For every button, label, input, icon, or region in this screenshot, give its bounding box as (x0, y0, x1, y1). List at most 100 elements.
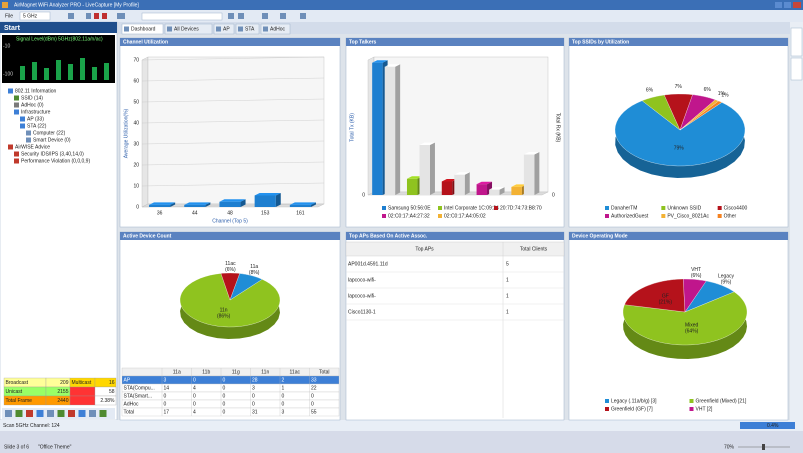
panel-title: Active Device Count (123, 234, 172, 240)
tree-item[interactable]: Computer (22) (33, 130, 66, 136)
theme-name: "Office Theme" (38, 444, 72, 450)
tab-label[interactable]: AP (223, 26, 230, 32)
tool-icon[interactable] (117, 13, 125, 19)
minimize-button[interactable] (775, 2, 782, 8)
zoom-thumb[interactable] (762, 444, 765, 450)
panel-tool-icon[interactable] (57, 410, 65, 417)
panel-tool-icon[interactable] (5, 410, 12, 417)
side-tab[interactable] (790, 27, 803, 57)
bar-side (240, 199, 246, 207)
tool-icon[interactable] (94, 13, 99, 19)
band-label: 5GHz(802.11a/n/ac) (58, 36, 103, 42)
table-cell[interactable]: lapcoco-wifi- (348, 293, 376, 299)
tree-item[interactable]: 802.11 Information (15, 88, 57, 94)
table-cell: 1 (506, 309, 509, 315)
tree-item[interactable]: Smart Device (0) (33, 137, 71, 143)
toolbar-combo[interactable] (141, 12, 223, 21)
title-bar (0, 0, 803, 10)
panel-tool-icon[interactable] (99, 410, 107, 417)
signal-tick: -10 (3, 43, 10, 49)
tree-item[interactable]: Security IDS/IPS (3,40,14,0) (21, 151, 84, 157)
tree-item[interactable]: AirWISE Advice (15, 144, 50, 150)
table-row[interactable] (121, 407, 340, 417)
side-tab[interactable] (790, 57, 803, 81)
table-cell: 0 (311, 401, 314, 407)
panel-header (346, 232, 564, 240)
tool-icon[interactable] (86, 13, 91, 19)
stat-cell (69, 395, 96, 406)
bottom-bar (0, 431, 803, 453)
tool-icon[interactable] (102, 13, 107, 19)
tree-icon (14, 151, 19, 157)
table-cell: 28 (252, 377, 258, 383)
tab-label[interactable]: Dashboard (131, 26, 156, 32)
legend-swatch (689, 407, 694, 411)
panel-tool-icon[interactable] (68, 410, 75, 417)
tab-icon (167, 26, 172, 32)
tool-icon[interactable] (68, 13, 74, 19)
pie-label-value: 1% (721, 93, 729, 99)
legend-swatch (661, 214, 666, 218)
tab[interactable] (260, 23, 291, 35)
legend-label: Samsung 50:56:0E (388, 205, 431, 211)
tree-item[interactable]: SSID (14) (21, 95, 43, 101)
panel-tool-icon[interactable] (89, 410, 96, 417)
table-cell[interactable]: Cisco1130-1 (348, 309, 376, 315)
table-row[interactable] (121, 375, 340, 385)
maximize-button[interactable] (784, 2, 791, 8)
table-cell: 1 (506, 293, 509, 299)
tool-icon[interactable] (280, 13, 286, 19)
tab[interactable] (213, 23, 235, 35)
close-button[interactable] (793, 2, 801, 8)
tab[interactable] (121, 23, 164, 35)
table-header (121, 367, 340, 377)
tab[interactable] (164, 23, 213, 35)
bar-top (406, 176, 423, 179)
signal-bar (32, 62, 37, 80)
table-cell: 4 (193, 385, 196, 391)
legend-swatch (717, 206, 722, 210)
tree-item[interactable]: AdHoc (0) (21, 102, 44, 108)
table-cell: AP (124, 377, 131, 383)
table-cell[interactable]: AP001d.4591.11d (348, 261, 388, 267)
tab-label[interactable]: STA (245, 26, 255, 32)
legend-swatch (494, 206, 498, 210)
bar-top (184, 202, 211, 205)
panel-tool-icon[interactable] (26, 410, 33, 417)
tab[interactable] (235, 23, 260, 35)
band-select[interactable] (19, 11, 51, 21)
tree-item[interactable]: Performance Violation (0,0,0,9) (21, 158, 90, 164)
signal-bar (44, 68, 49, 80)
tool-icon[interactable] (228, 13, 234, 19)
left-panel (0, 21, 118, 421)
panel-tool-icon[interactable] (78, 410, 86, 417)
table-cell[interactable]: lapcoco-wifi- (348, 277, 376, 283)
menu-file[interactable]: File (5, 13, 13, 19)
tool-icon[interactable] (238, 13, 244, 19)
table-cell: 14 (164, 385, 170, 391)
tab-label[interactable]: AdHoc (270, 26, 286, 32)
tool-icon[interactable] (262, 13, 268, 19)
tree-item[interactable]: AP (33) (27, 116, 44, 122)
table-row[interactable] (121, 399, 340, 409)
legend-label: Intel Corporate 1C:09:24 (444, 205, 499, 211)
y2-tick-label: 0 (552, 192, 555, 198)
tree-item[interactable]: Infrastructure (21, 109, 51, 115)
stat-text: 2440 (57, 398, 68, 404)
tab-label[interactable]: All Devices (174, 26, 199, 32)
panel-tool-icon[interactable] (15, 410, 23, 417)
panel-tool-icon[interactable] (47, 410, 54, 417)
tool-icon[interactable] (300, 13, 306, 19)
table-cell: 55 (311, 409, 317, 415)
tree-item[interactable]: STA (22) (27, 123, 47, 129)
bar-top (489, 187, 505, 190)
x-tick-label: 161 (296, 210, 305, 216)
pie-label-value: 6% (704, 87, 712, 93)
table-row[interactable] (121, 391, 340, 401)
progress-bar (740, 422, 795, 429)
tree-icon (14, 95, 19, 101)
table-cell: 3 (282, 409, 285, 415)
grid-line (141, 56, 325, 61)
panel-tool-icon[interactable] (36, 410, 44, 417)
pie-label-value: 1% (718, 91, 726, 97)
